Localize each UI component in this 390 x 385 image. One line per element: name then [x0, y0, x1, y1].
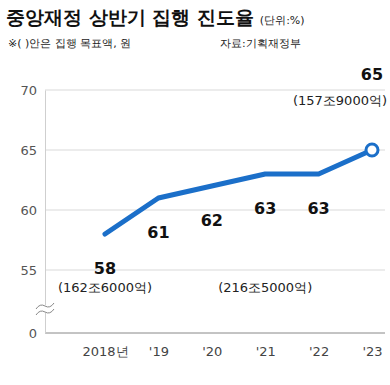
y-axis: 0 55 60 65 70	[20, 83, 45, 341]
y-tick-label: 65	[20, 143, 37, 158]
y-tick: 65	[20, 143, 45, 158]
y-tick: 70	[20, 83, 45, 98]
plot-area	[105, 144, 378, 234]
source: 자료:기획재정부	[220, 37, 301, 50]
axis-break	[36, 303, 54, 315]
x-tick: 2018년	[82, 333, 128, 359]
x-tick: '20	[202, 333, 222, 359]
title: 중앙재정 상반기 집행 진도율	[6, 6, 254, 28]
y-tick-label: 60	[20, 203, 37, 218]
axis-break-mark	[36, 309, 54, 315]
x-tick-label: '21	[256, 344, 276, 359]
x-tick: '19	[149, 333, 169, 359]
y-tick: 60	[20, 203, 45, 218]
subtitle: (단위:%)	[260, 14, 305, 27]
x-axis: 2018년 '19 '20 '21 '22 '23	[82, 333, 382, 359]
baseline	[45, 333, 385, 334]
y-axis-line	[45, 91, 46, 334]
grid	[45, 90, 385, 333]
x-tick-label: '19	[149, 344, 169, 359]
annotations: (162조6000억) (216조5000억) (157조9000억)	[58, 93, 387, 295]
end-marker	[366, 144, 378, 156]
line	[105, 150, 372, 234]
y-tick: 55	[20, 263, 45, 278]
axis-break-mark	[36, 303, 54, 309]
data-label: 65	[361, 65, 383, 84]
data-label: 63	[307, 199, 329, 218]
y-tick-label: 55	[20, 263, 37, 278]
data-label: 63	[254, 199, 276, 218]
annotation: (157조9000억)	[293, 93, 387, 108]
x-tick-label: '20	[202, 344, 222, 359]
note: ※( )안은 집행 목표액, 원	[8, 37, 131, 50]
x-tick: '21	[256, 333, 276, 359]
x-tick-label: '23	[362, 344, 382, 359]
y-tick: 0	[29, 326, 45, 341]
y-tick-label: 70	[20, 83, 37, 98]
grid-line	[45, 90, 385, 91]
grid-line	[45, 150, 385, 151]
data-label: 62	[201, 211, 223, 230]
x-tick: '23	[362, 333, 382, 359]
annotation: (162조6000억)	[58, 280, 152, 295]
annotation: (216조5000억)	[218, 280, 312, 295]
x-tick: '22	[309, 333, 329, 359]
data-label: 61	[147, 223, 169, 242]
x-tick-label: '22	[309, 344, 329, 359]
x-tick-label: 2018년	[82, 344, 128, 359]
data-label: 58	[94, 259, 116, 278]
y-tick-label: 0	[29, 326, 37, 341]
